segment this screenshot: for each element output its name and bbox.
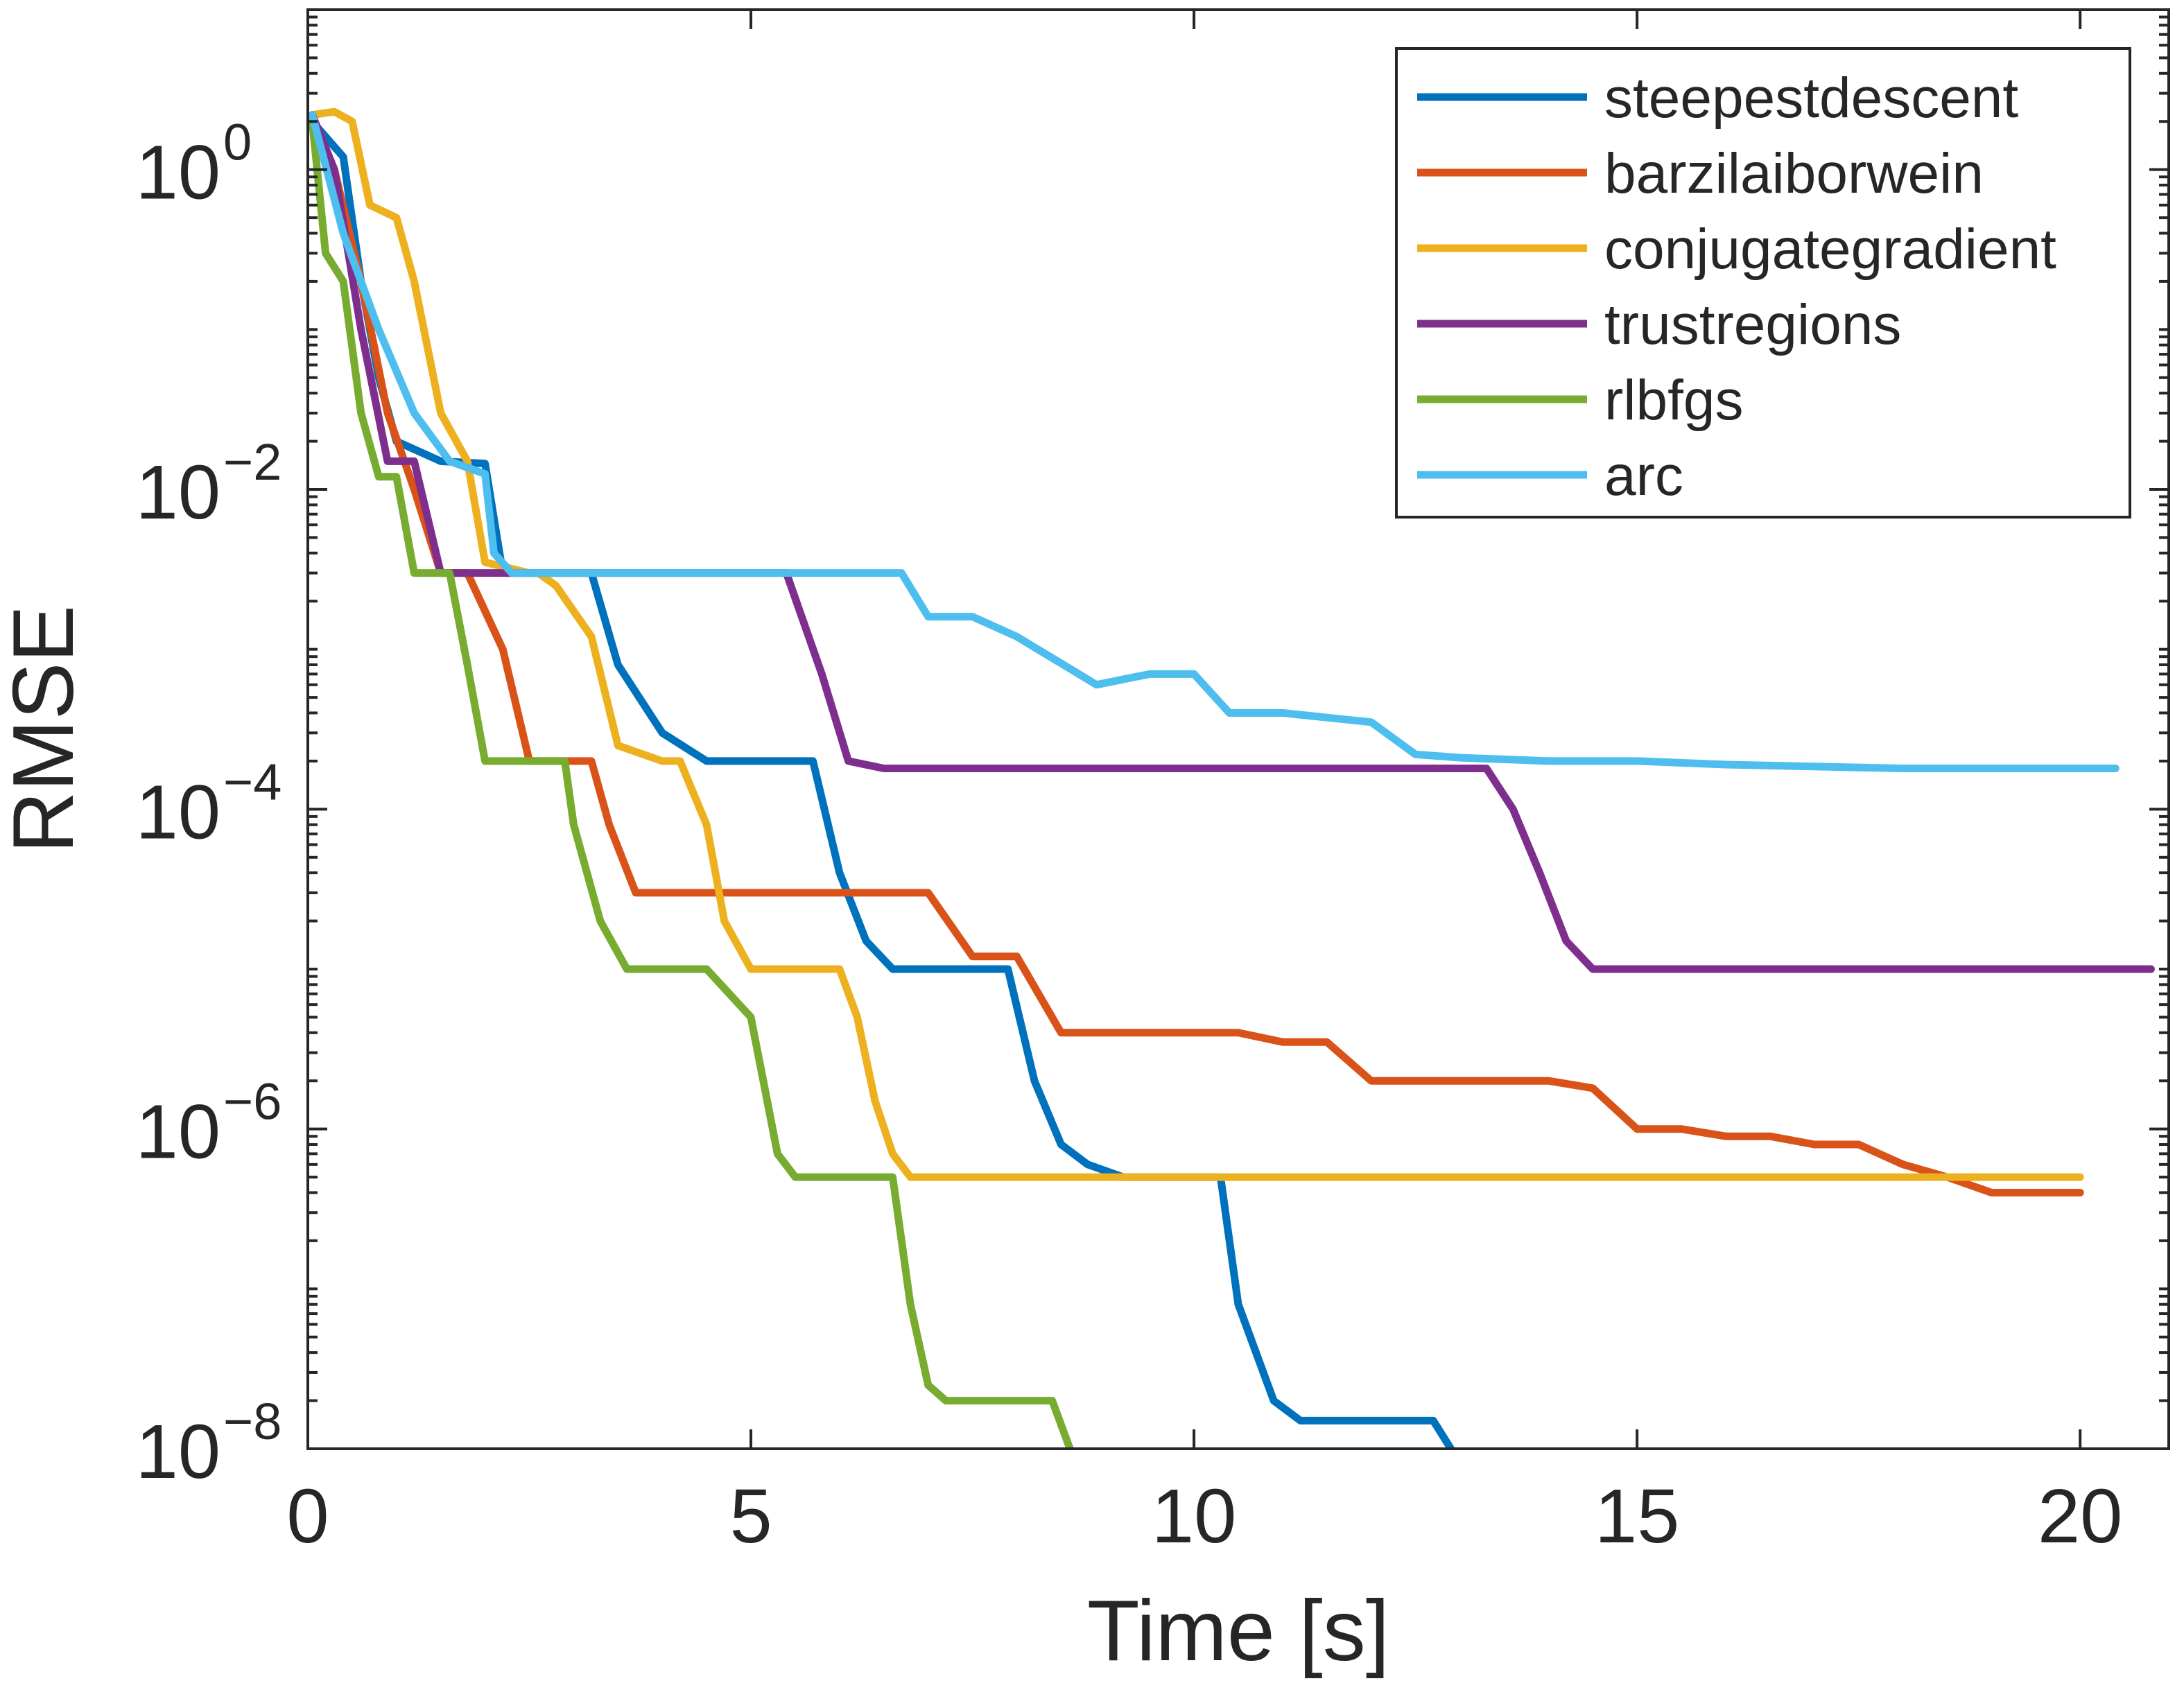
y-tick-label: 10 0 bbox=[136, 114, 252, 216]
y-tick-label-exponent: −4 bbox=[223, 753, 281, 810]
y-tick-label-exponent: 0 bbox=[223, 114, 252, 171]
y-tick-label: 10 −6 bbox=[136, 1073, 282, 1175]
y-tick-label-exponent: −8 bbox=[223, 1393, 281, 1450]
x-axis-label: Time [s] bbox=[1087, 1583, 1389, 1679]
plot-frame bbox=[306, 8, 2170, 1450]
legend-label: steepestdescent bbox=[1604, 67, 2018, 130]
series-line-conjugategradient bbox=[308, 107, 2084, 1181]
axis-ticks bbox=[306, 8, 2169, 1450]
y-tick-label-exponent: −6 bbox=[223, 1073, 281, 1131]
legend-label: conjugategradient bbox=[1604, 218, 2056, 281]
series-line-trustregions bbox=[308, 111, 2155, 973]
y-tick-label: 10 −4 bbox=[136, 753, 282, 855]
legend-box bbox=[1395, 47, 2131, 519]
legend: steepestdescent barzilaiborwein conjugateg… bbox=[1395, 47, 2131, 519]
x-tick-label: 0 bbox=[286, 1474, 329, 1559]
y-axis-label: RMSE bbox=[0, 605, 92, 853]
x-tick-label: 10 bbox=[1152, 1474, 1236, 1559]
y-tick-label-base: 10 bbox=[136, 450, 220, 535]
legend-label: barzilaiborwein bbox=[1604, 142, 1984, 205]
y-tick-label-base: 10 bbox=[136, 769, 220, 855]
x-tick-label: 15 bbox=[1595, 1474, 1679, 1559]
y-tick-label: 10 −2 bbox=[136, 433, 282, 535]
x-tick-label: 5 bbox=[729, 1474, 772, 1559]
legend-label: trustregions bbox=[1604, 293, 1901, 356]
series-line-rlbfgs bbox=[308, 117, 1074, 1449]
y-tick-label-base: 10 bbox=[136, 1409, 220, 1495]
series-line-barzilaiborwein bbox=[308, 117, 2084, 1196]
legend-label: rlbfgs bbox=[1604, 369, 1744, 432]
x-tick-label: 20 bbox=[2038, 1474, 2122, 1559]
series-lines bbox=[308, 107, 2155, 1449]
series-line-arc bbox=[308, 111, 2120, 772]
legend-label: arc bbox=[1604, 444, 1683, 507]
y-tick-label-exponent: −2 bbox=[223, 433, 281, 491]
series-line-steepestdescent bbox=[308, 117, 1455, 1449]
y-tick-label: 10 −8 bbox=[136, 1393, 282, 1495]
y-tick-label-base: 10 bbox=[136, 1090, 220, 1175]
y-tick-label-base: 10 bbox=[136, 130, 220, 216]
